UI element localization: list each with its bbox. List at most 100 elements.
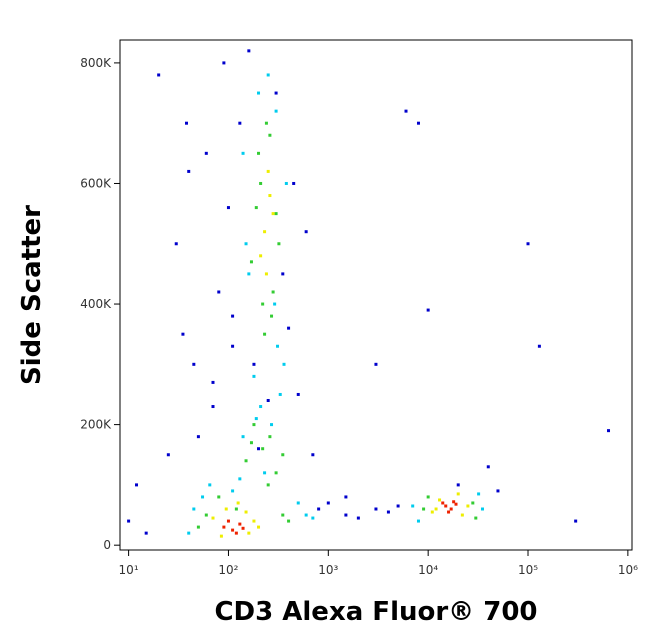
point (441, 501, 445, 505)
point (127, 519, 131, 523)
point (386, 510, 390, 514)
point (281, 513, 285, 517)
point (396, 504, 400, 508)
point (426, 308, 430, 312)
point (247, 272, 251, 276)
point (261, 302, 265, 306)
point (247, 531, 251, 535)
point (456, 483, 460, 487)
x-tick-label: 10⁶ (618, 563, 638, 577)
point (144, 531, 148, 535)
point (219, 534, 223, 538)
point (244, 510, 248, 514)
point (231, 344, 235, 348)
point (157, 73, 161, 77)
y-tick-label: 0 (103, 538, 111, 552)
point (452, 500, 456, 504)
point (261, 447, 265, 451)
point (238, 477, 242, 481)
point (257, 91, 261, 95)
point (416, 121, 420, 125)
point (274, 109, 278, 113)
point (252, 362, 256, 366)
point (304, 230, 308, 234)
point (259, 405, 263, 409)
point (259, 254, 263, 258)
point (263, 230, 267, 234)
point (296, 392, 300, 396)
point (222, 61, 226, 65)
point (204, 151, 208, 155)
point (244, 242, 248, 246)
point (241, 526, 245, 530)
point (422, 507, 426, 511)
y-tick-label: 200K (80, 418, 112, 432)
point (460, 513, 464, 517)
point (271, 290, 275, 294)
point (184, 121, 188, 125)
point (135, 483, 139, 487)
point (281, 272, 285, 276)
point (226, 519, 230, 523)
point (296, 501, 300, 505)
point (277, 242, 281, 246)
y-axis-title: Side Scatter (17, 205, 47, 385)
point (454, 502, 458, 506)
point (234, 507, 238, 511)
point (263, 332, 267, 336)
point (187, 531, 191, 535)
point (252, 519, 256, 523)
point (278, 392, 282, 396)
y-tick-label: 400K (80, 297, 112, 311)
point (238, 121, 242, 125)
point (471, 501, 475, 505)
point (174, 242, 178, 246)
point (208, 483, 212, 487)
point (224, 507, 228, 511)
point (474, 516, 478, 520)
point (607, 429, 611, 433)
point (416, 519, 420, 523)
point (311, 516, 315, 520)
point (486, 465, 490, 469)
point (438, 498, 442, 502)
point (252, 423, 256, 427)
point (274, 471, 278, 475)
point (268, 435, 272, 439)
point (241, 151, 245, 155)
point (187, 169, 191, 173)
point (231, 528, 235, 532)
point (311, 453, 315, 457)
point (287, 519, 291, 523)
point (447, 510, 451, 514)
point (217, 290, 221, 294)
point (270, 423, 274, 427)
point (259, 181, 263, 185)
point (274, 91, 278, 95)
point (426, 495, 430, 499)
point (196, 435, 200, 439)
point (480, 507, 484, 511)
point (304, 513, 308, 517)
point (292, 181, 296, 185)
point (266, 73, 270, 77)
point (196, 525, 200, 529)
point (264, 272, 268, 276)
point (204, 513, 208, 517)
point (241, 435, 245, 439)
point (211, 380, 215, 384)
point (411, 504, 415, 508)
point (231, 489, 235, 493)
point (270, 314, 274, 318)
point (282, 362, 286, 366)
point (326, 501, 330, 505)
point (254, 417, 258, 421)
point (264, 121, 268, 125)
point (281, 453, 285, 457)
x-tick-label: 10¹ (119, 563, 139, 577)
x-axis-title: CD3 Alexa Fluor® 700 (214, 597, 537, 627)
point (238, 522, 242, 526)
y-tick-label: 600K (80, 176, 112, 190)
point (166, 453, 170, 457)
point (344, 495, 348, 499)
